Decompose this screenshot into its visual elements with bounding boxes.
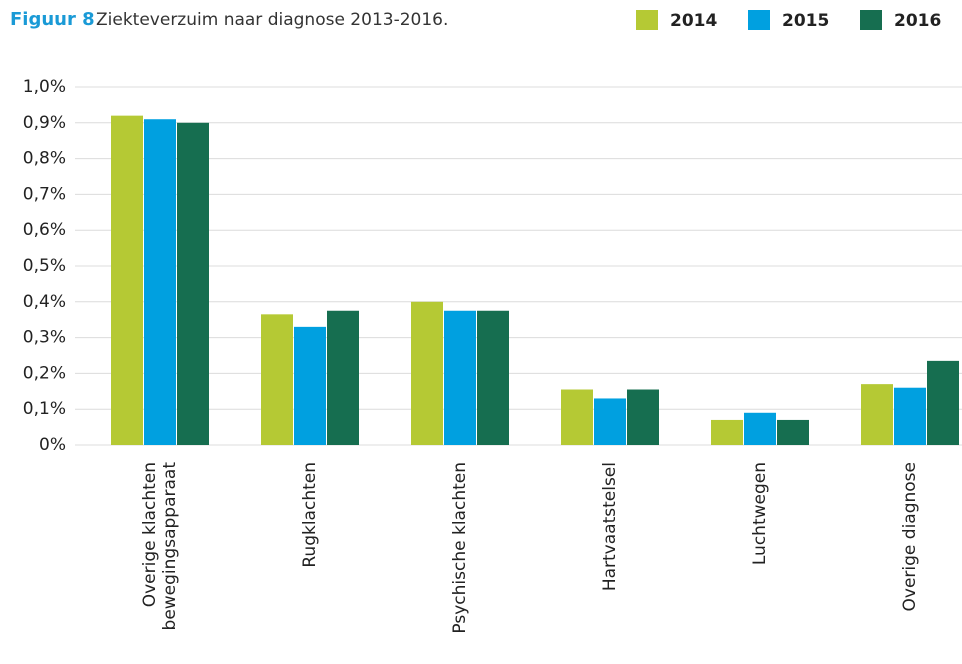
bar — [927, 360, 959, 445]
bar — [111, 115, 143, 445]
bar — [894, 387, 926, 445]
y-tick-label: 0,4% — [23, 292, 66, 312]
x-tick-label: Luchtwegen — [750, 462, 770, 565]
legend-swatch — [748, 10, 770, 30]
bar — [594, 398, 626, 445]
bar — [144, 119, 176, 445]
x-tick-label-line: Overige klachten — [140, 462, 160, 607]
bar — [261, 314, 293, 445]
y-tick-label: 0,8% — [23, 149, 66, 169]
bar — [711, 419, 743, 445]
bar — [777, 419, 809, 445]
bar — [177, 122, 209, 446]
y-tick-label: 0,6% — [23, 220, 66, 240]
chart-title: Figuur 8 — [10, 9, 95, 30]
bar — [294, 326, 326, 445]
y-tick-label: 0,3% — [23, 328, 66, 348]
y-tick-label: 0,2% — [23, 363, 66, 383]
y-tick-label: 1,0% — [23, 77, 66, 97]
bar — [744, 412, 776, 445]
y-tick-label: 0% — [39, 435, 66, 455]
y-tick-label: 0,9% — [23, 113, 66, 133]
y-tick-label: 0,5% — [23, 256, 66, 276]
bar — [627, 389, 659, 445]
bar — [561, 389, 593, 445]
y-tick-label: 0,1% — [23, 399, 66, 419]
bar — [861, 384, 893, 445]
x-tick-label: Rugklachten — [300, 462, 320, 568]
bar — [411, 301, 443, 445]
y-tick-label: 0,7% — [23, 184, 66, 204]
x-tick-label-line: bewegingsapparaat — [160, 462, 180, 631]
legend-label: 2014 — [670, 11, 717, 31]
chart-subtitle: Ziekteverzuim naar diagnose 2013-2016. — [96, 10, 448, 30]
bar — [327, 310, 359, 445]
x-tick-label: Psychische klachten — [450, 462, 470, 634]
legend-swatch — [860, 10, 882, 30]
x-tick-label: Overige klachtenbewegingsapparaat — [140, 462, 180, 631]
legend-label: 2015 — [782, 11, 829, 31]
bar — [477, 310, 509, 445]
legend-label: 2016 — [894, 11, 941, 31]
legend-swatch — [636, 10, 658, 30]
x-tick-label: Overige diagnose — [900, 462, 920, 611]
x-tick-label: Hartvaatstelsel — [600, 462, 620, 591]
bar — [444, 310, 476, 445]
